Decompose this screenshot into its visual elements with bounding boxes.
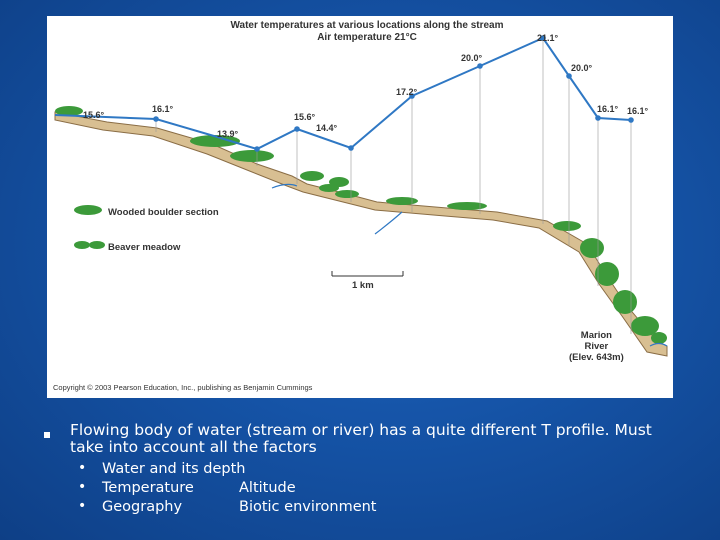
sub-item-2-left: Temperature [102,480,194,496]
tree-bands [55,106,667,344]
marion-line-2: River [584,341,609,352]
drop-lines [155,38,632,334]
stream-temperature-figure: Water temperatures at various locations … [47,16,673,398]
temp-label-6: 17.2° [396,87,418,97]
temp-label-10: 16.1° [597,104,619,114]
figure-drawing [54,35,668,357]
marion-river-label: Marion River (Elev. 643m) [569,330,624,363]
sub-bullet-dot-icon: • [78,498,87,514]
sub-bullet-dot-icon: • [78,479,87,495]
legend-meadow: Beaver meadow [108,242,181,253]
sub-item-3-right: Biotic environment [239,499,377,515]
stream-profile-ground [54,111,668,357]
temp-label-1: 15.6° [83,110,105,120]
sub-item-3-left: Geography [102,499,183,515]
scale-label: 1 km [352,280,374,291]
temp-label-5: 14.4° [316,123,338,133]
marion-line-3: (Elev. 643m) [569,352,624,363]
sub-item-2-right: Altitude [239,480,296,496]
sub-bullet-dot-icon: • [78,460,87,476]
legend-wooded: Wooded boulder section [108,207,219,218]
marion-line-1: Marion [580,330,612,341]
temp-label-4: 15.6° [294,112,316,122]
temp-label-3: 13.9° [217,129,239,139]
figure-subtitle: Air temperature 21°C [317,32,417,43]
temp-label-9: 20.0° [571,63,593,73]
main-bullet-text: Flowing body of water (stream or river) … [70,421,652,456]
figure-title: Water temperatures at various locations … [230,20,504,31]
copyright: Copyright © 2003 Pearson Education, Inc.… [53,383,313,392]
sub-item-1-left: Water and its depth [102,461,246,477]
temp-label-7: 20.0° [461,53,483,63]
scale-bar [331,271,404,277]
temperature-points [153,35,634,152]
temp-label-8: 21.1° [537,33,559,43]
temp-label-2: 16.1° [152,104,174,114]
bullet-square-icon [44,432,50,438]
temp-label-11: 16.1° [627,106,649,116]
temperature-line [54,36,632,151]
